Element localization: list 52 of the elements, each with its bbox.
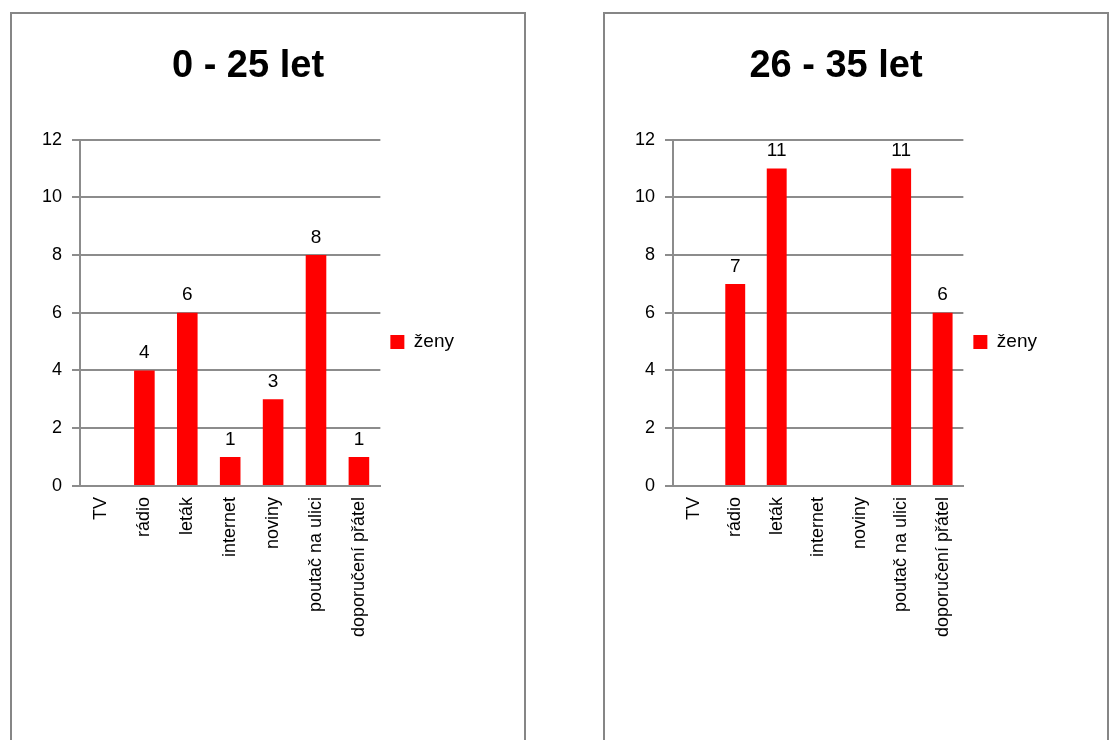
y-tick-label: 4: [52, 359, 63, 380]
data-label: 1: [224, 427, 236, 449]
y-tick-label: 2: [52, 417, 63, 438]
legend-label: ženy: [413, 330, 455, 352]
x-tick-label: TV: [682, 496, 703, 520]
y-tick-label: 8: [645, 244, 656, 264]
bar: [262, 399, 284, 485]
bar: [725, 283, 746, 485]
bar: [176, 312, 198, 485]
x-tick-label: doporučení přátel: [931, 496, 952, 638]
bar: [891, 168, 912, 485]
x-tick-label: leták: [176, 495, 197, 535]
data-label: 1: [353, 427, 365, 449]
y-tick-label: 10: [634, 186, 656, 207]
data-label: 3: [267, 370, 279, 392]
bar: [305, 255, 327, 485]
bar: [932, 312, 953, 485]
y-tick-label: 12: [41, 128, 63, 149]
x-tick-label: doporučení přátel: [347, 496, 368, 638]
data-label: 8: [310, 225, 322, 247]
x-tick-label: poutač na ulici: [890, 496, 911, 612]
data-label: 6: [182, 283, 193, 305]
x-tick-label: rádio: [133, 496, 154, 537]
x-tick-label: noviny: [848, 496, 869, 549]
bar: [348, 457, 370, 485]
data-label: 11: [766, 139, 787, 161]
bar: [134, 370, 155, 485]
x-tick-label: rádio: [724, 496, 745, 537]
y-tick-label: 6: [52, 301, 63, 322]
x-tick-label: internet: [219, 496, 240, 557]
data-label: 6: [937, 283, 948, 305]
bar: [766, 168, 787, 485]
data-label: 4: [139, 341, 151, 363]
y-tick-label: 0: [52, 474, 63, 495]
x-tick-label: leták: [765, 495, 786, 535]
y-tick-label: 6: [645, 301, 656, 322]
data-label: 11: [891, 139, 912, 161]
x-tick-label: noviny: [262, 496, 283, 549]
x-tick-label: TV: [90, 496, 111, 520]
x-tick-label: poutač na ulici: [304, 496, 325, 612]
legend-label: ženy: [996, 330, 1038, 352]
y-tick-label: 8: [52, 244, 63, 264]
y-tick-label: 10: [41, 186, 63, 207]
y-tick-label: 0: [645, 474, 656, 495]
bar: [219, 457, 241, 485]
chart-title: 0 - 25 let: [171, 43, 325, 86]
data-label: 7: [729, 254, 741, 276]
y-tick-label: 12: [634, 128, 656, 149]
y-tick-label: 2: [645, 417, 656, 438]
x-tick-label: internet: [807, 496, 828, 557]
chart-title: 26 - 35 let: [749, 43, 923, 86]
y-tick-label: 4: [645, 359, 656, 380]
